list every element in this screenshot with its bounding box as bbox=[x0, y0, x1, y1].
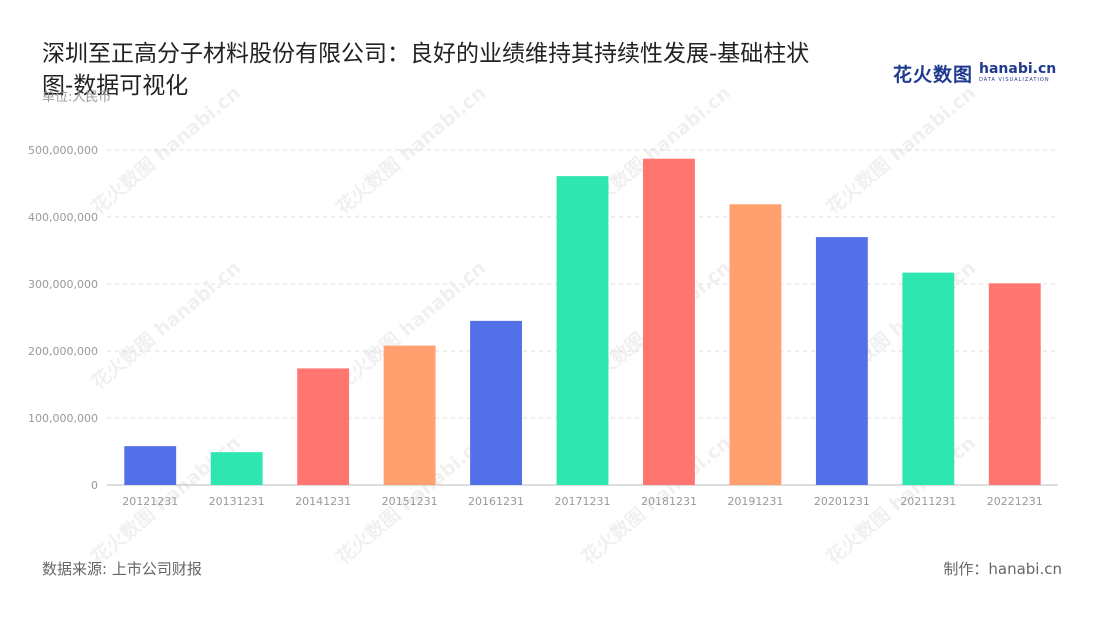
logo-en-text: hanabi.cn bbox=[979, 61, 1057, 77]
bar-20121231 bbox=[124, 446, 177, 485]
data-source: 数据来源: 上市公司财报 bbox=[42, 560, 202, 578]
x-tick-label: 20141231 bbox=[295, 495, 351, 508]
x-tick-label: 20211231 bbox=[900, 495, 956, 508]
watermark-text: 花火数图 hanabi.cn bbox=[87, 256, 245, 394]
x-tick-label: 20171231 bbox=[555, 495, 611, 508]
x-tick-label: 20221231 bbox=[987, 495, 1043, 508]
x-tick-label: 20161231 bbox=[468, 495, 524, 508]
bar-20131231 bbox=[210, 452, 263, 485]
y-tick-label: 500,000,000 bbox=[28, 144, 98, 157]
bar-20151231 bbox=[383, 345, 436, 485]
x-tick-label: 20191231 bbox=[727, 495, 783, 508]
bar-20211231 bbox=[902, 272, 955, 485]
y-tick-label: 100,000,000 bbox=[28, 412, 98, 425]
x-tick-label: 20201231 bbox=[814, 495, 870, 508]
y-tick-label: 400,000,000 bbox=[28, 211, 98, 224]
hanabi-logo: 花火数图 hanabi.cn DATA VISUALIZATION bbox=[893, 58, 1056, 88]
bar-20201231 bbox=[815, 237, 868, 485]
y-tick-label: 200,000,000 bbox=[28, 345, 98, 358]
chart-title: 深圳至正高分子材料股份有限公司：良好的业绩维持其持续性发展-基础柱状图-数据可视… bbox=[42, 41, 810, 99]
unit-label: 单位:人民币 bbox=[42, 90, 112, 105]
bar-20141231 bbox=[297, 368, 350, 485]
x-tick-label: 20151231 bbox=[382, 495, 438, 508]
x-tick-label: 20121231 bbox=[122, 495, 178, 508]
y-tick-label: 300,000,000 bbox=[28, 278, 98, 291]
x-tick-label: 20131231 bbox=[209, 495, 265, 508]
x-tick-label: 20181231 bbox=[641, 495, 697, 508]
logo-en-block: hanabi.cn DATA VISUALIZATION bbox=[979, 62, 1056, 84]
bar-20191231 bbox=[729, 204, 782, 485]
bar-20221231 bbox=[988, 283, 1041, 485]
bar-20171231 bbox=[556, 176, 609, 485]
y-tick-label: 0 bbox=[91, 479, 98, 492]
logo-en-subtext: DATA VISUALIZATION bbox=[979, 77, 1050, 83]
bar-20161231 bbox=[470, 320, 522, 485]
bar-20181231 bbox=[643, 158, 695, 485]
credit-label: 制作：hanabi.cn bbox=[943, 560, 1062, 578]
logo-cn-text: 花火数图 bbox=[893, 63, 974, 86]
